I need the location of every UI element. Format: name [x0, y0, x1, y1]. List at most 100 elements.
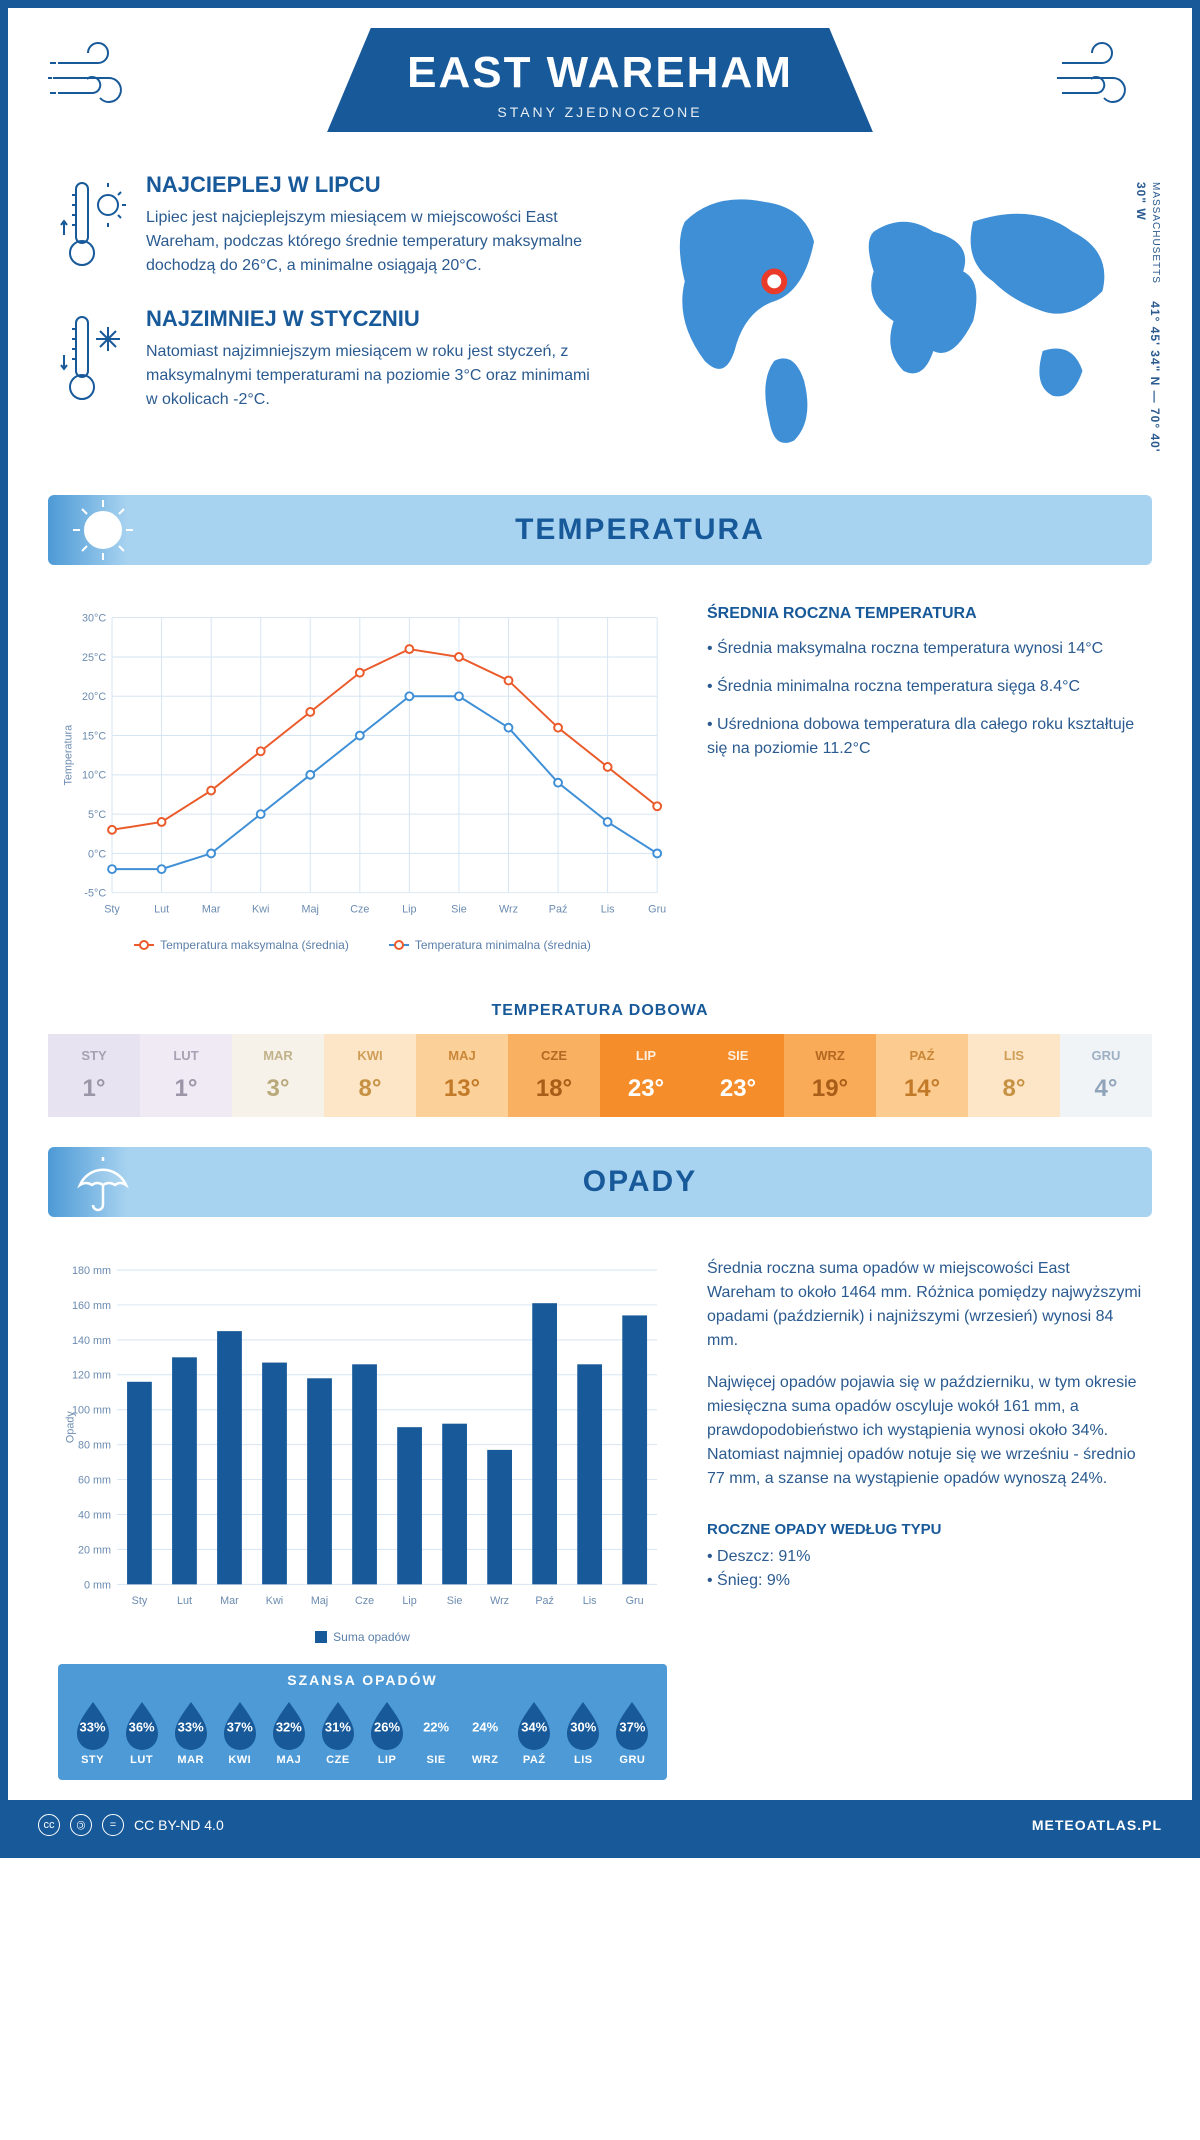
- thermometer-cold-icon: [58, 306, 128, 412]
- chance-item: 34%PAŹ: [512, 1698, 557, 1766]
- daily-temp-cell: SIE23°: [692, 1034, 784, 1117]
- precip-section-header: OPADY: [48, 1147, 1152, 1217]
- daily-temp-cell: MAR3°: [232, 1034, 324, 1117]
- precip-types-list: Deszcz: 91%Śnieg: 9%: [707, 1548, 1142, 1590]
- precip-title: OPADY: [158, 1165, 1122, 1199]
- svg-text:Lip: Lip: [402, 1595, 416, 1607]
- svg-text:Gru: Gru: [648, 904, 666, 916]
- svg-text:-5°C: -5°C: [84, 888, 106, 900]
- cold-fact-title: NAJZIMNIEJ W STYCZNIU: [146, 306, 605, 332]
- footer-brand: METEOATLAS.PL: [1032, 1817, 1162, 1833]
- precip-chart: 0 mm20 mm40 mm60 mm80 mm100 mm120 mm140 …: [58, 1257, 667, 1617]
- wind-icon: [1052, 38, 1152, 118]
- svg-text:Lis: Lis: [601, 904, 615, 916]
- daily-temp-cell: CZE18°: [508, 1034, 600, 1117]
- precip-type-item: Deszcz: 91%: [707, 1548, 1142, 1566]
- svg-text:Sty: Sty: [132, 1595, 148, 1607]
- svg-text:80 mm: 80 mm: [78, 1440, 111, 1452]
- daily-temp-cell: GRU4°: [1060, 1034, 1152, 1117]
- temp-chart-legend: .leg-swatch:nth-child(1)::after{border-c…: [58, 938, 667, 952]
- precip-para2: Najwięcej opadów pojawia się w październ…: [707, 1371, 1142, 1491]
- avg-temp-item: Uśredniona dobowa temperatura dla całego…: [707, 713, 1142, 761]
- sun-icon: [68, 495, 138, 565]
- precip-legend-label: Suma opadów: [333, 1630, 410, 1644]
- avg-temp-item: Średnia maksymalna roczna temperatura wy…: [707, 637, 1142, 661]
- chance-item: 31%CZE: [315, 1698, 360, 1766]
- temperature-title: TEMPERATURA: [158, 513, 1122, 547]
- svg-text:Gru: Gru: [626, 1595, 644, 1607]
- chance-item: 22%SIE: [414, 1698, 459, 1766]
- umbrella-icon: [68, 1147, 138, 1217]
- daily-temp-cell: LIP23°: [600, 1034, 692, 1117]
- svg-text:Lip: Lip: [402, 904, 416, 916]
- avg-temp-item: Średnia minimalna roczna temperatura się…: [707, 675, 1142, 699]
- daily-temp-cell: MAJ13°: [416, 1034, 508, 1117]
- chance-title: SZANSA OPADÓW: [70, 1672, 655, 1688]
- chance-item: 36%LUT: [119, 1698, 164, 1766]
- svg-text:Cze: Cze: [350, 904, 369, 916]
- svg-text:Lut: Lut: [154, 904, 169, 916]
- svg-text:120 mm: 120 mm: [72, 1370, 111, 1382]
- daily-temp-cell: PAŹ14°: [876, 1034, 968, 1117]
- nd-icon: =: [102, 1814, 124, 1836]
- footer: cc 🄯 = CC BY-ND 4.0 METEOATLAS.PL: [8, 1800, 1192, 1850]
- svg-text:60 mm: 60 mm: [78, 1475, 111, 1487]
- region-label: MASSACHUSETTS: [1150, 182, 1161, 284]
- chance-item: 26%LIP: [364, 1698, 409, 1766]
- location-title: EAST WAREHAM: [407, 48, 793, 98]
- license-text: CC BY-ND 4.0: [134, 1817, 224, 1833]
- svg-text:Paź: Paź: [535, 1595, 554, 1607]
- svg-text:Opady: Opady: [65, 1411, 77, 1443]
- chance-item: 32%MAJ: [266, 1698, 311, 1766]
- daily-temp-cell: LIS8°: [968, 1034, 1060, 1117]
- header-banner: EAST WAREHAM STANY ZJEDNOCZONE: [327, 28, 873, 132]
- svg-text:Cze: Cze: [355, 1595, 374, 1607]
- svg-text:Sie: Sie: [447, 1595, 463, 1607]
- temperature-chart: -5°C0°C5°C10°C15°C20°C25°C30°CStyLutMarK…: [58, 605, 667, 952]
- chance-item: 33%MAR: [168, 1698, 213, 1766]
- temperature-section-header: TEMPERATURA: [48, 495, 1152, 565]
- precip-types-title: ROCZNE OPADY WEDŁUG TYPU: [707, 1521, 1142, 1538]
- avg-temp-list: Średnia maksymalna roczna temperatura wy…: [707, 637, 1142, 761]
- svg-text:Paź: Paź: [549, 904, 568, 916]
- svg-text:Temperatura: Temperatura: [63, 725, 75, 786]
- svg-text:Mar: Mar: [202, 904, 221, 916]
- svg-text:20 mm: 20 mm: [78, 1545, 111, 1557]
- hot-fact-text: Lipiec jest najcieplejszym miesiącem w m…: [146, 206, 605, 278]
- daily-temp-title: TEMPERATURA DOBOWA: [8, 1002, 1192, 1020]
- daily-temp-cell: LUT1°: [140, 1034, 232, 1117]
- chance-box: SZANSA OPADÓW 33%STY36%LUT33%MAR37%KWI32…: [58, 1664, 667, 1780]
- svg-text:140 mm: 140 mm: [72, 1335, 111, 1347]
- by-icon: 🄯: [70, 1814, 92, 1836]
- header: EAST WAREHAM STANY ZJEDNOCZONE: [8, 8, 1192, 142]
- daily-temp-cell: WRZ19°: [784, 1034, 876, 1117]
- cc-icon: cc: [38, 1814, 60, 1836]
- svg-text:Wrz: Wrz: [499, 904, 518, 916]
- svg-text:10°C: 10°C: [82, 770, 106, 782]
- precip-para1: Średnia roczna suma opadów w miejscowośc…: [707, 1257, 1142, 1353]
- daily-temp-cell: STY1°: [48, 1034, 140, 1117]
- precip-legend: Suma opadów: [58, 1630, 667, 1644]
- intro-section: NAJCIEPLEJ W LIPCU Lipiec jest najcieple…: [8, 142, 1192, 475]
- coordinates: MASSACHUSETTS 41° 45' 34" N — 70° 40' 30…: [1134, 182, 1162, 455]
- svg-text:20°C: 20°C: [82, 692, 106, 704]
- hot-fact-title: NAJCIEPLEJ W LIPCU: [146, 172, 605, 198]
- svg-text:Lut: Lut: [177, 1595, 192, 1607]
- legend-min: Temperatura minimalna (średnia): [415, 938, 591, 952]
- svg-text:Sie: Sie: [451, 904, 467, 916]
- chance-item: 33%STY: [70, 1698, 115, 1766]
- svg-text:180 mm: 180 mm: [72, 1265, 111, 1277]
- svg-text:0 mm: 0 mm: [84, 1580, 111, 1592]
- svg-text:15°C: 15°C: [82, 731, 106, 743]
- chance-item: 37%GRU: [610, 1698, 655, 1766]
- svg-text:30°C: 30°C: [82, 613, 106, 625]
- wind-icon: [48, 38, 148, 118]
- svg-text:5°C: 5°C: [88, 809, 106, 821]
- cold-fact-text: Natomiast najzimniejszym miesiącem w rok…: [146, 340, 605, 412]
- chance-item: 30%LIS: [561, 1698, 606, 1766]
- svg-text:Kwi: Kwi: [252, 904, 269, 916]
- daily-temp-table: STY1°LUT1°MAR3°KWI8°MAJ13°CZE18°LIP23°SI…: [48, 1034, 1152, 1117]
- svg-text:160 mm: 160 mm: [72, 1300, 111, 1312]
- svg-text:0°C: 0°C: [88, 849, 106, 861]
- cold-fact: NAJZIMNIEJ W STYCZNIU Natomiast najzimni…: [58, 306, 605, 412]
